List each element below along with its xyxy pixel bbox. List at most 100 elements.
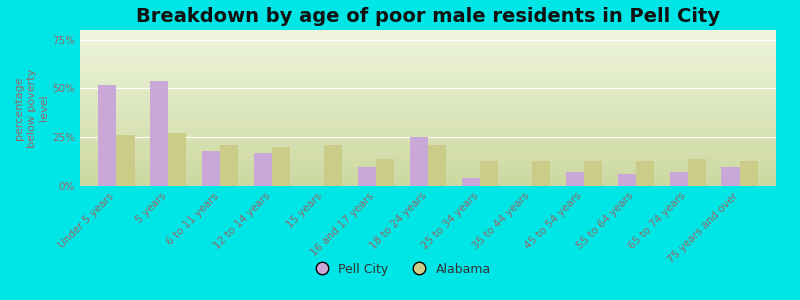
Bar [80, 182, 776, 183]
Bar [80, 121, 776, 122]
Bar [80, 108, 776, 109]
Bar [80, 71, 776, 72]
Bar [80, 177, 776, 178]
Bar [272, 147, 290, 186]
Bar [376, 159, 394, 186]
Bar [80, 148, 776, 149]
Bar [80, 72, 776, 73]
Bar [80, 184, 776, 185]
Bar [80, 87, 776, 88]
Bar [80, 86, 776, 87]
Bar [80, 129, 776, 130]
Bar [80, 78, 776, 79]
Bar [80, 103, 776, 104]
Bar [80, 89, 776, 90]
Bar [80, 124, 776, 125]
Bar [80, 138, 776, 139]
Bar [722, 167, 740, 186]
Bar [80, 152, 776, 153]
Bar [80, 113, 776, 114]
Bar [80, 117, 776, 118]
Bar [80, 178, 776, 179]
Bar [80, 63, 776, 64]
Bar [80, 96, 776, 97]
Bar [80, 162, 776, 163]
Bar [80, 175, 776, 176]
Bar [80, 66, 776, 67]
Bar [80, 68, 776, 69]
Bar [80, 151, 776, 152]
Bar [80, 173, 776, 174]
Bar [80, 123, 776, 124]
Bar [80, 133, 776, 134]
Bar [80, 156, 776, 157]
Bar [80, 165, 776, 166]
Bar [80, 146, 776, 147]
Bar [80, 180, 776, 181]
Bar [80, 172, 776, 173]
Bar [80, 81, 776, 82]
Bar [80, 104, 776, 105]
Bar [80, 169, 776, 170]
Bar [80, 38, 776, 39]
Bar [80, 94, 776, 95]
Bar [532, 161, 550, 186]
Bar [80, 183, 776, 184]
Bar [202, 151, 220, 186]
Bar [80, 135, 776, 136]
Bar [80, 122, 776, 123]
Bar [80, 147, 776, 148]
Bar [80, 58, 776, 59]
Bar [80, 32, 776, 33]
Bar [80, 168, 776, 169]
Bar [80, 111, 776, 112]
Bar [254, 153, 272, 186]
Bar [80, 145, 776, 146]
Bar [80, 99, 776, 100]
Bar [80, 51, 776, 52]
Bar [80, 60, 776, 61]
Bar [80, 48, 776, 49]
Bar [80, 65, 776, 66]
Bar [462, 178, 480, 186]
Bar [480, 161, 498, 186]
Bar [80, 154, 776, 155]
Bar [80, 57, 776, 58]
Bar [358, 167, 376, 186]
Bar [80, 139, 776, 140]
Bar [80, 185, 776, 186]
Bar [80, 114, 776, 115]
Bar [80, 76, 776, 77]
Bar [80, 137, 776, 138]
Bar [80, 85, 776, 86]
Bar [80, 52, 776, 53]
Bar [80, 44, 776, 45]
Bar [80, 56, 776, 57]
Bar [80, 115, 776, 116]
Bar [80, 116, 776, 117]
Bar [80, 90, 776, 91]
Bar [80, 93, 776, 94]
Bar [80, 62, 776, 63]
Bar [80, 171, 776, 172]
Bar [80, 83, 776, 84]
Bar [80, 110, 776, 111]
Bar [116, 135, 134, 186]
Bar [80, 34, 776, 35]
Bar [80, 105, 776, 106]
Bar [80, 74, 776, 75]
Bar [80, 107, 776, 108]
Bar [80, 59, 776, 60]
Bar [80, 69, 776, 70]
Bar [80, 142, 776, 143]
Bar [80, 112, 776, 113]
Bar [80, 159, 776, 160]
Bar [80, 64, 776, 65]
Bar [80, 50, 776, 51]
Legend: Pell City, Alabama: Pell City, Alabama [304, 258, 496, 281]
Bar [80, 49, 776, 50]
Bar [80, 30, 776, 31]
Bar [150, 81, 168, 186]
Bar [80, 43, 776, 44]
Bar [80, 36, 776, 37]
